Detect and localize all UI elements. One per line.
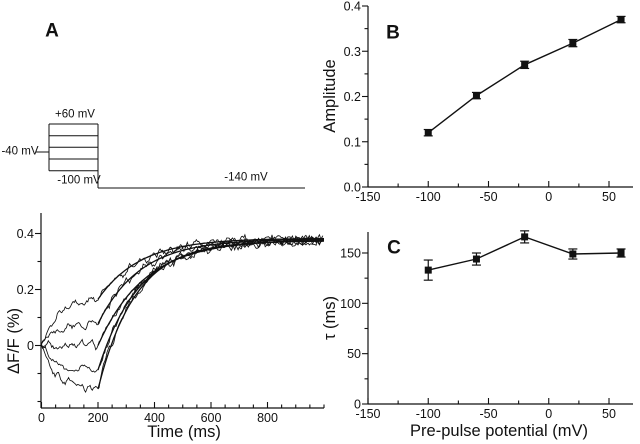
svg-text:600: 600 [201,411,222,425]
panel-b-series [423,15,626,137]
svg-text:0.1: 0.1 [344,135,361,149]
svg-text:0.4: 0.4 [344,0,361,14]
panel-b-label: B [386,22,400,44]
panel-c-series [423,230,626,281]
svg-text:0.2: 0.2 [17,283,34,297]
svg-text:400: 400 [144,411,165,425]
protocol-tail-voltage-label: -140 mV [224,171,268,184]
panel-c-axes: -150 -100 -50 0 50 0 50 100 150 [340,232,633,421]
svg-text:0: 0 [545,407,552,421]
fit-prepulse--60mV [97,240,325,371]
panel-b-marker [569,39,577,47]
svg-text:50: 50 [347,347,361,361]
panel-c-marker [521,233,529,241]
svg-text:0.0: 0.0 [344,181,361,195]
svg-text:200: 200 [88,411,109,425]
panel-c-marker [617,249,625,257]
svg-text:0.2: 0.2 [344,90,361,104]
svg-text:-50: -50 [479,190,497,204]
svg-text:0: 0 [27,339,34,353]
panel-b-marker [617,16,625,24]
panel-b-line [427,18,622,134]
svg-text:0.4: 0.4 [17,227,34,241]
panel-a-yaxis-title: ΔF/F (%) [4,307,23,375]
panel-a-fit-curves [97,237,325,390]
svg-text:150: 150 [340,246,361,260]
svg-text:0.3: 0.3 [344,45,361,59]
panel-b-marker [472,92,480,100]
svg-text:50: 50 [602,190,616,204]
svg-text:-100: -100 [416,407,441,421]
svg-text:0: 0 [545,190,552,204]
panel-c-xaxis-title: Pre-pulse potential (mV) [410,421,588,440]
panel-c-yaxis-title: τ (ms) [320,295,339,341]
svg-text:0: 0 [38,411,45,425]
svg-text:-50: -50 [479,407,497,421]
fit-prepulse-20mV [97,238,324,325]
svg-text:50: 50 [602,407,616,421]
svg-text:800: 800 [257,411,278,425]
trace-prepulse--100mV [41,235,324,394]
fit-prepulse--20mV [97,239,325,346]
panel-a-axes: 0 200 400 600 800 0 0.2 0.4 [17,213,325,425]
trace-prepulse--20mV [41,235,324,351]
svg-text:-100: -100 [416,190,441,204]
protocol-bottom-voltage-label: -100 mV [57,174,101,187]
panel-a-xaxis-title: Time (ms) [147,422,221,441]
panel-b-marker [521,61,529,69]
panel-b-yaxis-title: Amplitude [320,59,339,133]
panel-a-label: A [45,20,59,42]
svg-text:0: 0 [354,398,361,412]
panel-b-marker [424,129,432,137]
svg-text:-150: -150 [355,407,380,421]
fit-prepulse--100mV [97,240,325,390]
panel-b-axes: -150 -100 -50 0 50 0.0 0.1 0.2 0.3 0.4 [344,0,633,204]
protocol-top-voltage-label: +60 mV [55,108,95,121]
panel-c-marker [472,255,480,263]
fit-prepulse-60mV [97,237,324,300]
svg-text:100: 100 [340,297,361,311]
panel-c-label: C [387,237,401,259]
panel-a-noisy-traces [41,233,324,394]
svg-text:-150: -150 [355,190,380,204]
panel-c-marker [569,250,577,258]
protocol-holding-voltage-label: -40 mV [1,145,39,158]
voltage-protocol-lines [36,123,305,189]
panel-c-marker [424,266,432,274]
